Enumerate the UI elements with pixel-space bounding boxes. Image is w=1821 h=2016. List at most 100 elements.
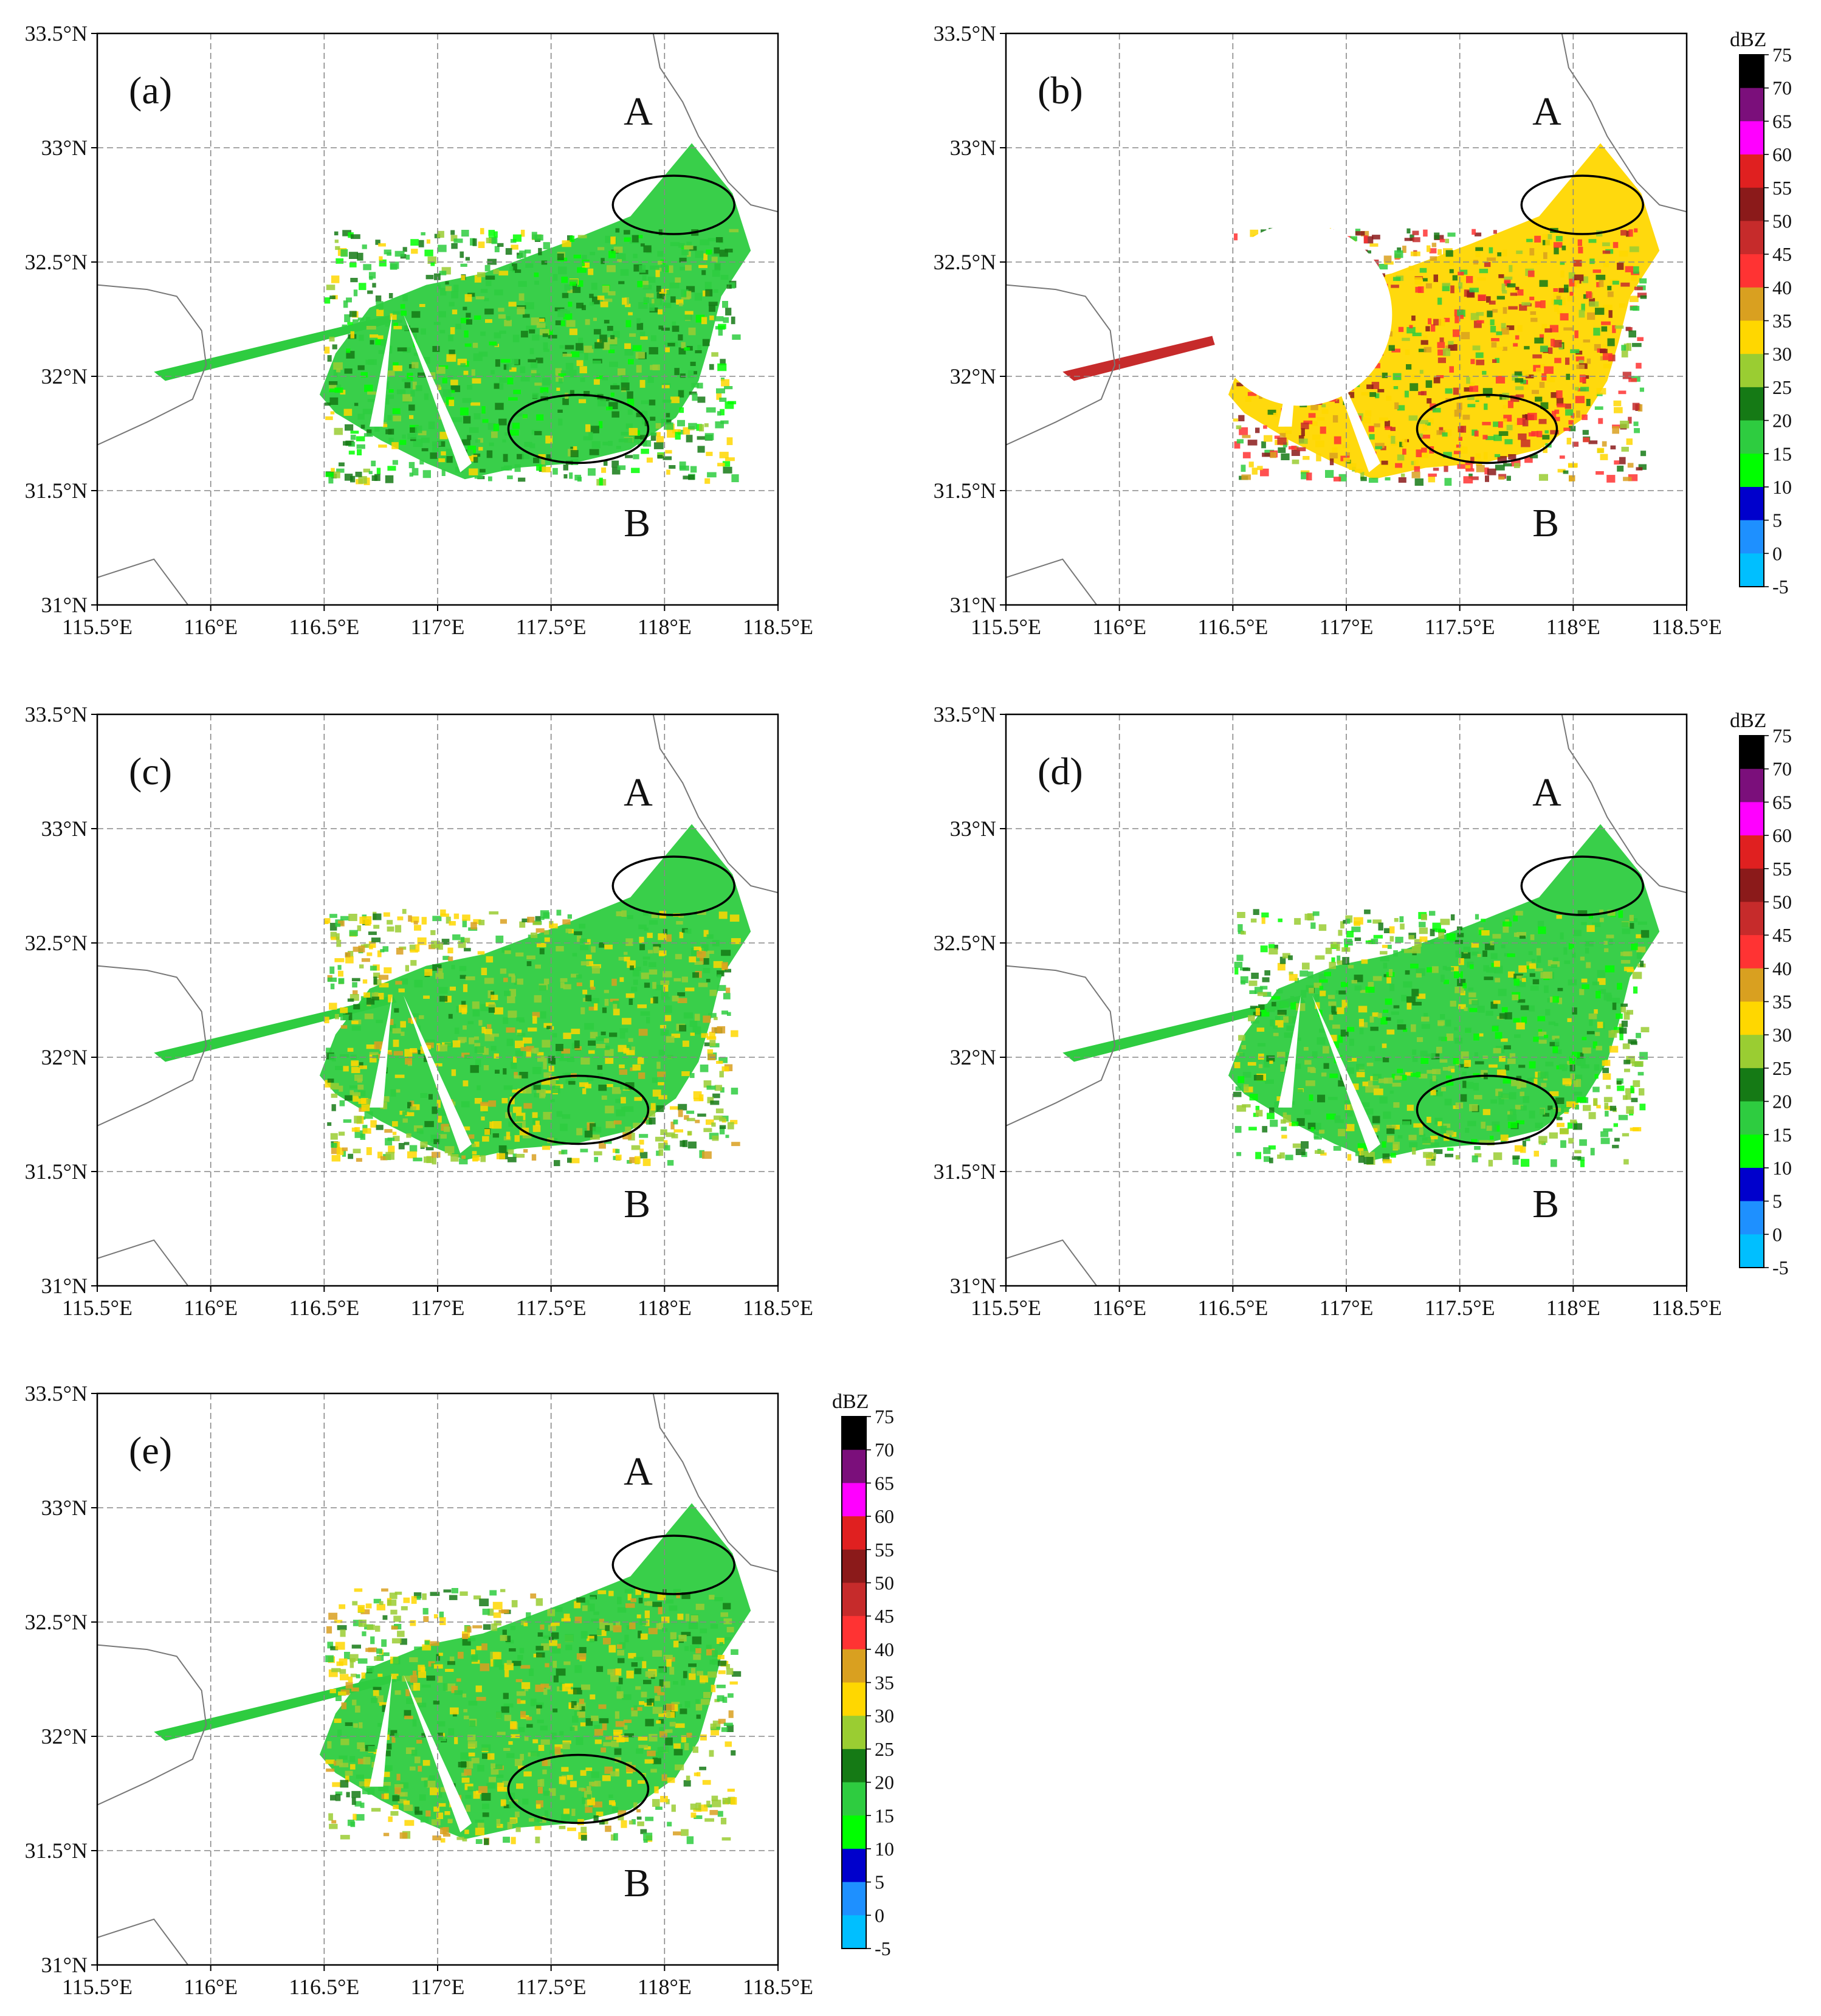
echo-cell [391, 1735, 396, 1743]
echo-cell [1307, 1122, 1316, 1130]
echo-cell [494, 332, 501, 339]
echo-cell [536, 464, 543, 471]
echo-cell [1420, 340, 1428, 345]
echo-cell [1346, 931, 1354, 937]
echo-cell [565, 1645, 573, 1651]
echo-cell [597, 1628, 602, 1636]
echo-cell [499, 377, 508, 383]
echo-cell [387, 370, 395, 377]
echo-cell [1585, 941, 1594, 947]
echo-cell [1623, 1060, 1631, 1065]
echo-cell [1236, 382, 1244, 387]
echo-cell [629, 333, 636, 337]
echo-cell [1515, 289, 1524, 296]
echo-cell [629, 1157, 636, 1164]
echo-cell [425, 1810, 431, 1817]
echo-cell [561, 1048, 570, 1054]
echo-cell [449, 399, 455, 406]
echo-cell [585, 1804, 589, 1807]
echo-cell [604, 990, 609, 993]
region-b-label: B [624, 1861, 650, 1905]
echo-cell [389, 1019, 394, 1025]
echo-cell [1519, 304, 1527, 311]
echo-region [1228, 824, 1660, 1161]
echo-cell [335, 1641, 345, 1650]
echo-cell [405, 1112, 415, 1116]
echo-cell [1397, 247, 1402, 253]
echo-cell [544, 937, 550, 942]
echo-cell [534, 382, 542, 386]
echo-cell [690, 1645, 700, 1652]
echo-cell [704, 1818, 714, 1822]
echo-cell [1565, 357, 1570, 365]
echo-cell [1354, 937, 1361, 941]
echo-cell [625, 455, 633, 458]
region-a-label: A [1532, 89, 1561, 134]
echo-cell [652, 1799, 660, 1807]
province-boundary [97, 558, 189, 605]
echo-cell [641, 400, 649, 404]
echo-cell [524, 1687, 529, 1691]
echo-cell [1639, 1103, 1646, 1111]
echo-cell [1612, 1145, 1619, 1148]
echo-cell [621, 1106, 625, 1112]
echo-cell [604, 999, 609, 1006]
echo-cell [657, 1692, 665, 1696]
echo-cell [627, 1780, 632, 1787]
echo-cell [1311, 421, 1318, 426]
echo-cell [331, 1142, 337, 1148]
echo-cell [680, 373, 686, 378]
echo-cell [588, 1040, 596, 1046]
echo-cell [484, 1034, 495, 1041]
colorbar-swatch [1740, 320, 1764, 354]
echo-cell [1316, 454, 1321, 461]
echo-cell [394, 1784, 404, 1789]
echo-cell [587, 1603, 595, 1612]
echo-cell [1484, 467, 1489, 475]
echo-cell [397, 916, 404, 920]
echo-cell [460, 317, 470, 323]
echo-cell [338, 970, 343, 977]
echo-cell [655, 423, 661, 429]
echo-cell [1300, 990, 1307, 998]
echo-cell [1589, 301, 1599, 307]
echo-cell [716, 388, 725, 394]
echo-cell [529, 329, 535, 334]
echo-cell [1463, 476, 1473, 484]
echo-cell [1242, 967, 1250, 972]
echo-cell [1409, 325, 1413, 328]
echo-cell [442, 1827, 449, 1835]
echo-cell [1491, 338, 1499, 342]
echo-cell [1367, 919, 1372, 923]
echo-cell [1411, 1024, 1416, 1032]
echo-cell [700, 957, 704, 965]
echo-cell [1627, 463, 1634, 468]
echo-cell [543, 1072, 552, 1078]
echo-cell [433, 1700, 440, 1705]
echo-cell [468, 1134, 475, 1139]
echo-cell [1317, 1094, 1326, 1103]
echo-cell [410, 1620, 416, 1626]
echo-cell [351, 1026, 361, 1031]
echo-cell [1639, 387, 1644, 392]
echo-cell [642, 956, 650, 960]
echo-cell [601, 258, 605, 264]
echo-cell [541, 260, 548, 265]
echo-cell [346, 1792, 350, 1798]
echo-cell [414, 1646, 424, 1650]
echo-cell [596, 1811, 604, 1817]
echo-cell [1351, 1083, 1359, 1090]
echo-cell [1542, 435, 1550, 440]
echo-cell [402, 909, 407, 914]
echo-cell [1494, 454, 1501, 457]
echo-cell [1598, 418, 1603, 424]
echo-cell [1619, 1027, 1627, 1034]
echo-cell [1557, 310, 1563, 314]
echo-cell [1389, 936, 1394, 942]
x-tick-label: 117.5°E [1425, 615, 1495, 639]
echo-cell [1637, 404, 1643, 412]
echo-cell [1489, 300, 1496, 305]
echo-cell [1315, 1150, 1324, 1154]
echo-cell [556, 1111, 563, 1117]
echo-cell [666, 1036, 675, 1043]
